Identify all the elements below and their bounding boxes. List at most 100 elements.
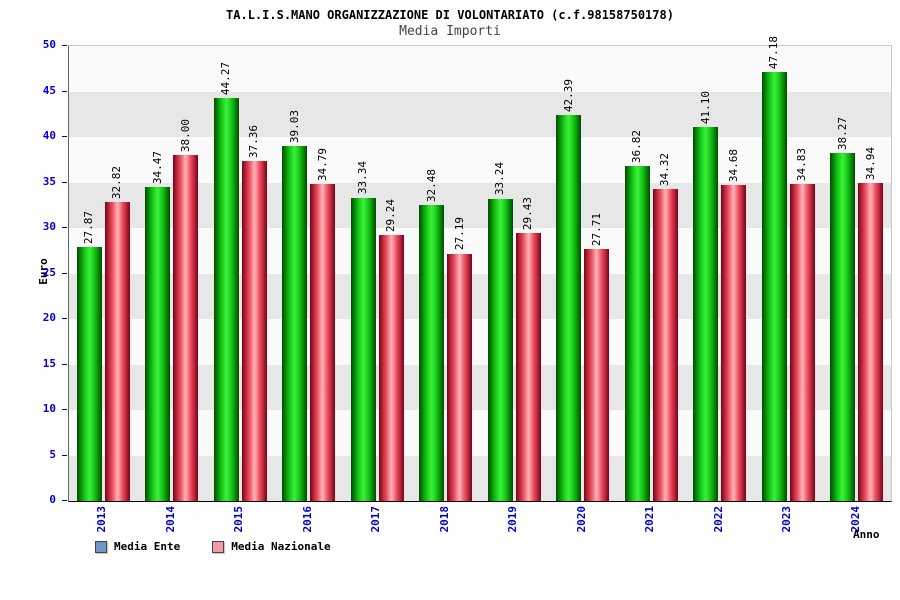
bar-media-nazionale-2017 xyxy=(378,234,404,501)
bar-media-nazionale-2021 xyxy=(652,188,678,501)
grid-band xyxy=(69,46,891,92)
y-tick-mark xyxy=(62,409,67,410)
bar-value-label: 39.03 xyxy=(287,109,301,143)
bar-media-ente-2022 xyxy=(693,127,719,501)
y-tick-label: 5 xyxy=(49,447,56,461)
bar-media-nazionale-2024 xyxy=(858,183,884,501)
y-tick-label: 10 xyxy=(42,402,56,415)
grid-band xyxy=(69,91,891,137)
bar-media-ente-2013 xyxy=(76,247,102,501)
y-tick-label: 0 xyxy=(49,493,56,506)
x-category-label: 2013 xyxy=(95,506,109,533)
bar-media-ente-2024 xyxy=(830,152,856,501)
bar-media-ente-2015 xyxy=(213,98,239,501)
bar-value-label: 29.43 xyxy=(521,197,535,231)
bar-value-label: 29.24 xyxy=(384,198,398,232)
bar-value-label: 34.32 xyxy=(658,152,672,186)
bar-value-label: 37.36 xyxy=(247,124,261,159)
grid-band xyxy=(69,455,891,501)
bar-media-nazionale-2015 xyxy=(241,161,267,501)
bar-value-label: 34.83 xyxy=(795,147,809,182)
bar-value-label: 38.00 xyxy=(178,119,192,153)
y-tick-mark xyxy=(62,363,67,365)
bar-media-nazionale-2019 xyxy=(515,233,541,501)
bar-media-ente-2023 xyxy=(761,71,787,501)
y-tick-mark xyxy=(62,90,67,92)
legend-item-media-nazionale: Media Nazionale xyxy=(212,540,331,553)
x-category-label: 2020 xyxy=(574,506,588,533)
y-tick-mark xyxy=(62,318,67,319)
y-tick-label: 50 xyxy=(42,38,56,51)
bar-media-nazionale-2020 xyxy=(584,248,610,501)
y-tick-mark xyxy=(62,272,67,274)
legend-label-media-ente: Media Ente xyxy=(114,540,181,553)
x-category-label: 2015 xyxy=(232,506,246,533)
grid-band xyxy=(69,137,891,183)
y-tick-label: 20 xyxy=(42,311,56,324)
bar-value-label: 47.18 xyxy=(767,35,781,69)
y-tick-label: 35 xyxy=(42,174,56,188)
bar-media-ente-2014 xyxy=(145,187,171,501)
legend-swatch-media-ente xyxy=(95,540,107,553)
chart-title: TA.L.I.S.MANO ORGANIZZAZIONE DI VOLONTAR… xyxy=(226,8,674,22)
grid-band xyxy=(69,410,891,456)
x-category-label: 2019 xyxy=(506,506,520,533)
bar-media-nazionale-2022 xyxy=(721,185,747,501)
bar-media-nazionale-2018 xyxy=(447,253,473,501)
y-tick-mark xyxy=(62,181,67,183)
bar-media-nazionale-2023 xyxy=(789,184,815,501)
bar-media-nazionale-2016 xyxy=(310,184,336,501)
bar-media-ente-2017 xyxy=(350,197,376,501)
bar-value-label: 34.94 xyxy=(863,146,877,181)
bar-value-label: 34.47 xyxy=(150,151,164,185)
x-category-label: 2018 xyxy=(437,506,451,533)
bar-value-label: 34.79 xyxy=(315,148,329,182)
y-tick-label: 40 xyxy=(42,129,56,142)
y-tick-label: 45 xyxy=(42,83,56,97)
x-category-label: 2016 xyxy=(300,506,314,533)
grid-band xyxy=(69,273,891,319)
plot-area: 27.87 32.82 34.47 38.00 44.27 37.36 39.03 34.79… xyxy=(68,36,892,502)
y-tick-mark xyxy=(62,45,67,46)
y-tick-label: 30 xyxy=(42,220,56,233)
y-tick-mark xyxy=(62,500,67,501)
chart-subtitle: Media Importi xyxy=(399,24,501,39)
bar-value-label: 44.27 xyxy=(219,62,233,96)
bar-value-label: 32.48 xyxy=(424,169,438,203)
grid-band xyxy=(69,364,891,410)
bar-media-nazionale-2013 xyxy=(104,202,130,501)
bar-media-ente-2016 xyxy=(282,145,308,501)
x-category-label: 2014 xyxy=(163,506,177,533)
bar-value-label: 42.39 xyxy=(561,79,575,113)
grid-band xyxy=(69,228,891,274)
grid-band xyxy=(69,319,891,365)
y-tick-mark xyxy=(62,136,67,137)
bar-value-label: 34.68 xyxy=(726,149,740,183)
y-tick-label: 25 xyxy=(42,265,56,279)
legend-label-media-nazionale: Media Nazionale xyxy=(231,540,331,553)
bar-value-label: 27.87 xyxy=(82,211,96,245)
bar-value-label: 36.82 xyxy=(630,129,644,163)
x-category-label: 2023 xyxy=(780,506,794,533)
legend-item-media-ente: Media Ente xyxy=(95,540,180,553)
legend: Media Ente Media Nazionale xyxy=(95,540,363,553)
bar-value-label: 27.19 xyxy=(452,217,466,251)
y-tick-mark xyxy=(62,227,67,228)
bar-value-label: 33.34 xyxy=(356,161,370,195)
x-axis-title: Anno xyxy=(853,528,880,541)
grid-band xyxy=(69,182,891,228)
bar-media-ente-2021 xyxy=(624,165,650,501)
y-tick-mark xyxy=(62,454,67,456)
legend-swatch-media-nazionale xyxy=(212,540,225,553)
x-category-label: 2022 xyxy=(711,506,725,533)
bar-value-label: 41.10 xyxy=(698,90,712,124)
bar-media-ente-2020 xyxy=(556,115,582,501)
bar-value-label: 27.71 xyxy=(589,212,603,246)
x-category-label: 2017 xyxy=(369,506,383,533)
bar-value-label: 33.24 xyxy=(493,162,507,196)
bar-media-ente-2019 xyxy=(487,198,513,501)
y-tick-label: 15 xyxy=(42,356,56,370)
bar-value-label: 32.82 xyxy=(110,166,124,200)
bar-media-ente-2018 xyxy=(419,205,445,501)
